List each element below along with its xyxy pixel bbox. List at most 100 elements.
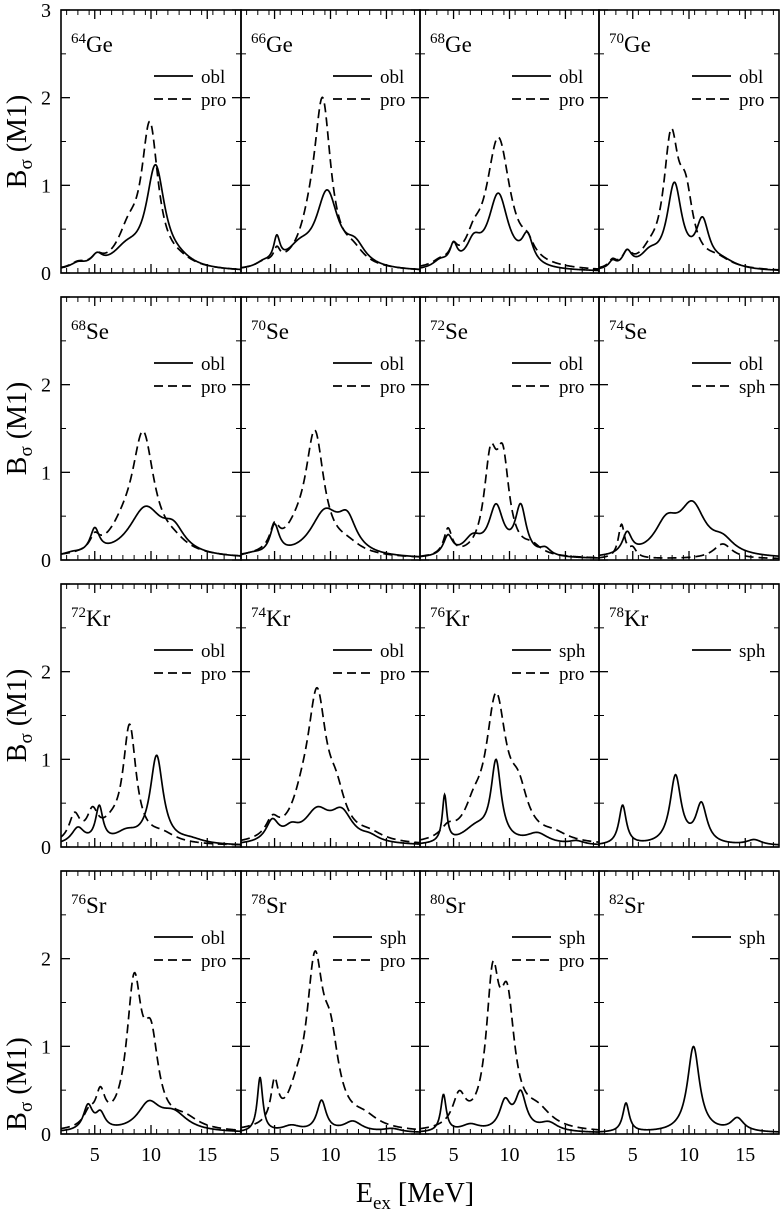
mass-number: 78 bbox=[609, 605, 624, 621]
legend-label-obl: obl bbox=[201, 67, 225, 88]
nucleus-label: 64Ge bbox=[71, 31, 113, 57]
y-tick-label: 3 bbox=[41, 0, 51, 22]
legend-label-obl: obl bbox=[739, 67, 763, 88]
series-line-sph bbox=[241, 1076, 420, 1133]
legend-label-obl: obl bbox=[380, 354, 404, 375]
element-symbol: Ge bbox=[624, 32, 651, 57]
ylabel-part: σ bbox=[16, 733, 37, 743]
element-symbol: Ge bbox=[445, 32, 472, 57]
y-tick-label: 0 bbox=[41, 263, 51, 285]
element-symbol: Kr bbox=[86, 606, 111, 631]
y-tick-label: 2 bbox=[41, 88, 51, 110]
series-line-obl bbox=[61, 1099, 241, 1133]
x-tick-label: 15 bbox=[197, 1144, 217, 1166]
legend-label-sph: sph bbox=[739, 377, 766, 398]
y-tick-label: 2 bbox=[41, 662, 51, 684]
x-axis-label: Eex [MeV] bbox=[356, 1178, 474, 1214]
legend-label-pro: pro bbox=[739, 90, 764, 111]
mass-number: 68 bbox=[71, 318, 86, 334]
y-axis-label: Bσ (M1) bbox=[2, 1037, 37, 1130]
panel-y-axis-label: Bσ (M1) bbox=[2, 382, 37, 475]
panel-78-kr: 78Kr sph bbox=[598, 583, 780, 848]
legend-label-obl: obl bbox=[201, 641, 225, 662]
mass-number: 72 bbox=[430, 318, 445, 334]
x-tick-label: 10 bbox=[321, 1144, 341, 1166]
mass-number: 68 bbox=[430, 31, 445, 47]
legend-label-obl: obl bbox=[559, 354, 583, 375]
x-tick-label: 15 bbox=[376, 1144, 396, 1166]
panel-frame bbox=[598, 583, 780, 848]
legend-label-pro: pro bbox=[559, 951, 584, 972]
legend-label-pro: pro bbox=[201, 377, 226, 398]
panel-82-sr: 82Sr sph 5 10 15 bbox=[598, 870, 780, 1166]
legend-label-obl: obl bbox=[380, 67, 404, 88]
series-line-pro bbox=[420, 959, 599, 1131]
panel-y-axis-label: Bσ (M1) bbox=[2, 95, 37, 188]
element-symbol: Se bbox=[624, 319, 647, 344]
x-tick-label: 5 bbox=[270, 1144, 280, 1166]
mass-number: 74 bbox=[609, 318, 625, 334]
series-line-pro bbox=[241, 686, 420, 844]
x-tick-label: 5 bbox=[449, 1144, 459, 1166]
ylabel-part: σ bbox=[16, 159, 37, 169]
nucleus-label: 82Sr bbox=[609, 892, 645, 918]
series-line-pro bbox=[241, 96, 420, 271]
ylabel-part: σ bbox=[16, 446, 37, 456]
nucleus-label: 68Se bbox=[71, 318, 109, 344]
panel-frame bbox=[598, 296, 780, 561]
legend-label-obl: obl bbox=[380, 641, 404, 662]
legend-label-obl: obl bbox=[201, 354, 225, 375]
element-symbol: Ge bbox=[86, 32, 113, 57]
x-tick-label: 10 bbox=[141, 1144, 161, 1166]
series-line-pro bbox=[599, 127, 779, 271]
element-symbol: Sr bbox=[624, 893, 645, 918]
element-symbol: Sr bbox=[445, 893, 466, 918]
legend-label-pro: pro bbox=[380, 664, 405, 685]
series-line-sph bbox=[599, 1045, 779, 1133]
nucleus-label: 68Ge bbox=[430, 31, 472, 57]
x-tick-label: 10 bbox=[500, 1144, 520, 1166]
legend-label-pro: pro bbox=[559, 664, 584, 685]
ylabel-part: (M1) bbox=[2, 669, 33, 734]
element-symbol: Kr bbox=[445, 606, 470, 631]
mass-number: 80 bbox=[430, 892, 445, 908]
legend-label-pro: pro bbox=[201, 664, 226, 685]
series-line-obl bbox=[420, 192, 599, 272]
nucleus-label: 72Se bbox=[430, 318, 468, 344]
x-tick-label: 15 bbox=[555, 1144, 575, 1166]
nucleus-label: 80Sr bbox=[430, 892, 466, 918]
element-symbol: Sr bbox=[266, 893, 287, 918]
nucleus-label: 78Sr bbox=[251, 892, 287, 918]
panel-frame bbox=[598, 9, 780, 274]
nucleus-label: 76Kr bbox=[430, 605, 470, 631]
legend-label-sph: sph bbox=[380, 928, 407, 949]
nucleus-label: 66Ge bbox=[251, 31, 293, 57]
y-tick-label: 1 bbox=[41, 1036, 51, 1058]
ylabel-part: B bbox=[2, 744, 33, 763]
series-line-sph bbox=[420, 758, 599, 846]
series-line-pro bbox=[61, 120, 241, 271]
mass-number: 76 bbox=[430, 605, 446, 621]
x-tick-label: 5 bbox=[628, 1144, 638, 1166]
series-line-pro bbox=[420, 136, 599, 270]
series-line-obl bbox=[241, 805, 420, 845]
series-line-sph bbox=[420, 1089, 599, 1133]
mass-number: 76 bbox=[71, 892, 87, 908]
series-line-pro bbox=[61, 971, 241, 1132]
legend-label-sph: sph bbox=[739, 641, 766, 662]
mass-number: 70 bbox=[251, 318, 266, 334]
ylabel-part: B bbox=[2, 170, 33, 189]
nucleus-label: 74Kr bbox=[251, 605, 291, 631]
mass-number: 72 bbox=[71, 605, 86, 621]
mass-number: 74 bbox=[251, 605, 267, 621]
legend-label-pro: pro bbox=[201, 90, 226, 111]
